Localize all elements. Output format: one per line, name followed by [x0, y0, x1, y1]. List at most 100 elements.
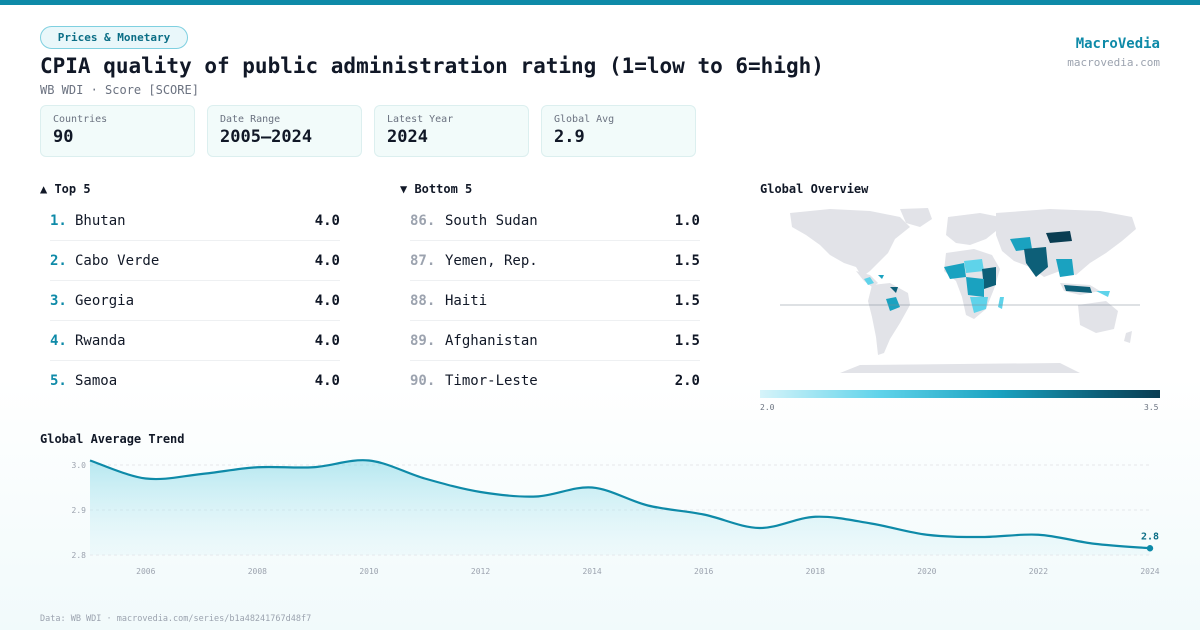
page-title: CPIA quality of public administration ra… [40, 54, 824, 78]
x-tick-label: 2014 [582, 567, 601, 576]
new-zealand-shape [1124, 331, 1132, 343]
country-value: 4.0 [314, 373, 340, 389]
last-point-label: 2.8 [1141, 531, 1159, 542]
stat-label: Global Avg [554, 114, 615, 125]
rank-number: 3. [50, 292, 67, 309]
country-name: Yemen, Rep. [445, 252, 538, 269]
brand-logo[interactable]: MacroVedia [1075, 36, 1160, 52]
country-value: 1.5 [674, 292, 700, 309]
trend-line [89, 459, 1151, 550]
x-tick-label: 2022 [1029, 567, 1048, 576]
madagascar-shaded [998, 297, 1004, 309]
list-item[interactable]: 2. Cabo Verde 4.0 [50, 241, 340, 281]
brand-url[interactable]: macrovedia.com [1067, 56, 1160, 69]
stat-label: Date Range [220, 114, 281, 125]
country-name: Cabo Verde [75, 252, 160, 269]
rank-number: 2. [50, 252, 67, 269]
list-item[interactable]: 87. Yemen, Rep. 1.5 [410, 241, 700, 281]
country-value: 2.0 [674, 373, 700, 389]
country-value: 4.0 [314, 252, 340, 269]
y-tick-label: 3.0 [72, 461, 87, 470]
country-name: South Sudan [445, 212, 538, 229]
list-item[interactable]: 5. Samoa 4.0 [50, 361, 340, 401]
stat-card-countries: Countries 90 [40, 105, 195, 157]
central-asia-shaded [1010, 237, 1032, 251]
rank-number: 1. [50, 212, 67, 229]
indonesia-shaded [1064, 285, 1092, 293]
rank-number: 86. [410, 212, 436, 229]
haiti-shaded [878, 275, 884, 279]
stat-card-global-avg: Global Avg 2.9 [541, 105, 696, 157]
category-badge[interactable]: Prices & Monetary [40, 26, 188, 49]
legend-min-label: 2.0 [760, 403, 775, 412]
top-accent-bar [0, 0, 1200, 5]
top5-heading: ▲ Top 5 [40, 182, 91, 196]
top5-list: 1. Bhutan 4.0 2. Cabo Verde 4.0 3. Georg… [50, 201, 340, 401]
list-item[interactable]: 3. Georgia 4.0 [50, 281, 340, 321]
choropleth-countries [864, 231, 1110, 313]
trend-area-fill [90, 460, 1150, 555]
south-asia-shaded [1024, 247, 1048, 277]
stat-value: 2024 [387, 127, 428, 147]
bolivia-shaded [886, 297, 900, 311]
x-tick-label: 2024 [1140, 567, 1159, 576]
legend-max-label: 3.5 [1144, 403, 1159, 412]
stat-value: 2.9 [554, 127, 585, 147]
sahel-shaded [964, 259, 984, 273]
list-item[interactable]: 90. Timor-Leste 2.0 [410, 361, 700, 401]
guyana-shaded [890, 287, 898, 293]
list-item[interactable]: 1. Bhutan 4.0 [50, 201, 340, 241]
y-tick-label: 2.8 [72, 551, 87, 560]
antarctica-shape [840, 363, 1080, 373]
rank-number: 89. [410, 332, 436, 349]
central-africa-shaded [966, 277, 984, 297]
list-item[interactable]: 89. Afghanistan 1.5 [410, 321, 700, 361]
country-name: Timor-Leste [445, 373, 538, 389]
mongolia-shaded [1046, 231, 1072, 243]
x-tick-label: 2018 [806, 567, 825, 576]
country-name: Afghanistan [445, 332, 538, 349]
x-tick-label: 2016 [694, 567, 713, 576]
x-tick-label: 2010 [359, 567, 378, 576]
west-africa-shaded [944, 263, 966, 279]
list-item[interactable]: 4. Rwanda 4.0 [50, 321, 340, 361]
y-tick-label: 2.9 [72, 506, 87, 515]
greenland-shape [900, 208, 932, 227]
stat-value: 2005–2024 [220, 127, 313, 147]
country-value: 4.0 [314, 212, 340, 229]
x-tick-label: 2020 [917, 567, 936, 576]
list-item[interactable]: 86. South Sudan 1.0 [410, 201, 700, 241]
country-value: 4.0 [314, 292, 340, 309]
stat-card-date-range: Date Range 2005–2024 [207, 105, 362, 157]
page-subtitle: WB WDI · Score [SCORE] [40, 83, 199, 97]
list-item[interactable]: 88. Haiti 1.5 [410, 281, 700, 321]
country-value: 1.5 [674, 332, 700, 349]
country-name: Rwanda [75, 332, 126, 349]
map-heading: Global Overview [760, 182, 869, 196]
color-scale-legend [760, 390, 1160, 398]
x-tick-label: 2006 [136, 567, 155, 576]
country-name: Samoa [75, 373, 118, 389]
stat-label: Countries [53, 114, 108, 125]
country-value: 1.5 [674, 252, 700, 269]
x-tick-label: 2008 [248, 567, 267, 576]
stat-value: 90 [53, 127, 74, 147]
last-point-marker [1146, 545, 1154, 552]
country-name: Georgia [75, 292, 135, 309]
rank-number: 5. [50, 373, 67, 389]
country-name: Bhutan [75, 212, 126, 229]
rank-number: 4. [50, 332, 67, 349]
south-america-shape [868, 283, 910, 355]
country-value: 4.0 [314, 332, 340, 349]
rank-number: 88. [410, 292, 436, 309]
rank-number: 87. [410, 252, 436, 269]
x-tick-label: 2012 [471, 567, 490, 576]
trend-heading: Global Average Trend [40, 432, 185, 446]
pacific-islands-shaded [1096, 291, 1110, 297]
world-map[interactable] [760, 205, 1160, 380]
bottom5-list: 86. South Sudan 1.0 87. Yemen, Rep. 1.5 … [410, 201, 700, 401]
stat-label: Latest Year [387, 114, 454, 125]
stat-card-latest-year: Latest Year 2024 [374, 105, 529, 157]
trend-chart[interactable]: 2.8 2.9 3.0 2006 2008 2010 2012 2014 2016 2018 202… [40, 455, 1160, 585]
data-source-footer: Data: WB WDI · macrovedia.com/series/b1a… [40, 614, 312, 624]
